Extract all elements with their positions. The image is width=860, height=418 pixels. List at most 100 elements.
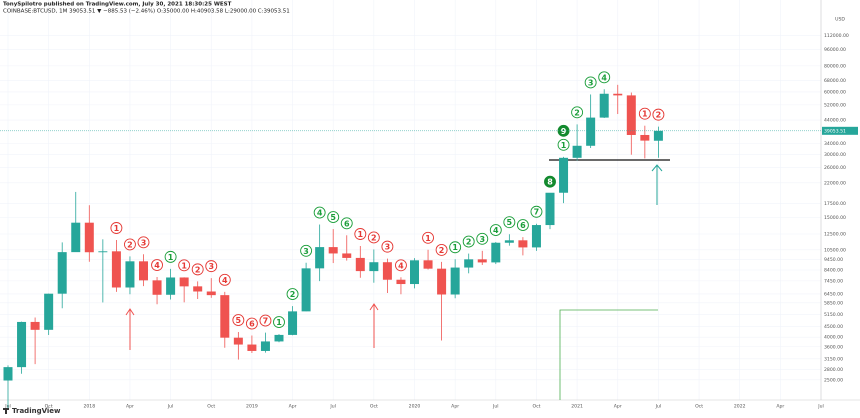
td-label: 2 — [290, 290, 296, 299]
td-circle — [191, 263, 204, 276]
y-tick-label: 2500.00 — [824, 377, 843, 383]
td-circle — [598, 71, 611, 84]
td-label: 3 — [208, 262, 214, 271]
x-tick-label: Apr — [289, 404, 297, 410]
price-tag-label: 39053.51 — [824, 128, 846, 134]
candle-body — [111, 251, 121, 288]
candle-body — [518, 240, 528, 248]
x-tick-label: 2018 — [83, 404, 95, 410]
candle-body — [3, 367, 13, 381]
candle-body — [531, 225, 541, 248]
candle-body — [410, 260, 419, 285]
td-label: 2 — [466, 238, 472, 247]
y-tick-label: 5850.00 — [824, 300, 843, 306]
td-label: 7 — [263, 317, 269, 326]
candle-body — [477, 259, 487, 263]
td-label: 5 — [330, 213, 336, 222]
td-label: 6 — [249, 320, 255, 329]
x-tick-label: Oct — [207, 404, 215, 410]
candle-body — [572, 145, 582, 158]
td-label: 2 — [195, 265, 201, 274]
candle-body — [464, 259, 474, 268]
td-label: 1 — [425, 234, 431, 243]
td-circle — [151, 259, 164, 271]
td-label: 4 — [154, 261, 160, 270]
y-tick-label: 17500.00 — [824, 201, 846, 207]
price-tag — [822, 126, 858, 135]
td-circle — [340, 217, 353, 230]
td-label: 1 — [181, 261, 187, 270]
td-circle — [327, 211, 340, 224]
x-tick-label: Jul — [655, 404, 662, 410]
candle-body — [491, 242, 501, 263]
td-circle — [218, 273, 231, 286]
x-tick-label: Oct — [45, 404, 53, 410]
td-circle — [489, 224, 502, 236]
td-label: 3 — [479, 235, 485, 244]
candle-body — [30, 321, 40, 330]
x-tick-label: Jul — [492, 404, 499, 410]
candle-body — [626, 95, 636, 135]
x-tick-label: 2019 — [246, 404, 258, 410]
td-circle — [313, 206, 326, 219]
td-circle — [652, 108, 665, 121]
y-tick-label: 4500.00 — [824, 324, 843, 330]
logo — [3, 408, 9, 414]
td-label: 1 — [114, 224, 120, 233]
candle-body — [233, 337, 243, 345]
td-circle — [544, 175, 556, 188]
y-tick-label: 8400.00 — [824, 268, 843, 274]
candle-body — [71, 222, 81, 253]
watermark: TradingView — [12, 407, 61, 415]
td-label: 1 — [561, 141, 567, 150]
td-label: 2 — [439, 246, 445, 255]
candle-body — [288, 311, 298, 335]
candle-body — [437, 268, 447, 295]
td-label: 3 — [588, 78, 594, 87]
td-label: 1 — [276, 318, 282, 327]
y-tick-label: 68000.00 — [824, 78, 846, 84]
x-tick-label: Oct — [370, 404, 378, 410]
indicator-line — [559, 309, 658, 400]
y-tick-label: 34000.00 — [824, 141, 846, 147]
td-circle — [435, 243, 448, 256]
td-label: 2 — [656, 111, 662, 120]
x-tick-label: Jul — [167, 404, 174, 410]
td-label: 1 — [642, 110, 648, 119]
td-circle — [638, 107, 651, 120]
td-circle — [273, 316, 285, 329]
candle-body — [98, 251, 108, 253]
y-tick-label: 10500.00 — [824, 247, 846, 253]
td-label: 3 — [141, 238, 147, 247]
td-label: 2 — [127, 240, 133, 249]
candle-body — [423, 260, 433, 269]
x-tick-label: Apr — [614, 404, 622, 410]
candle-body — [84, 222, 94, 253]
td-circle — [395, 259, 407, 272]
y-tick-label: 3600.00 — [824, 344, 843, 350]
candle-body — [382, 262, 392, 280]
td-circle — [300, 244, 313, 257]
currency: USD — [835, 17, 845, 23]
candle-body — [166, 277, 176, 295]
y-tick-label: 2800.00 — [824, 367, 843, 373]
candle-body — [328, 247, 338, 254]
td-circle — [557, 138, 570, 151]
x-tick-label: Jul — [329, 404, 336, 410]
x-tick-label: Oct — [532, 404, 540, 410]
candle-body — [260, 341, 270, 351]
td-circle — [462, 235, 475, 248]
candle-body — [193, 286, 203, 292]
td-label: 7 — [534, 208, 540, 217]
candle-body — [355, 257, 365, 272]
td-circle — [164, 250, 177, 263]
candle-body — [274, 334, 284, 342]
y-tick-label: 60000.00 — [824, 89, 846, 95]
td-circle — [516, 219, 529, 232]
td-circle — [422, 231, 434, 244]
y-tick-label: 3150.00 — [824, 356, 843, 362]
td-label: 4 — [398, 261, 404, 270]
candle-body — [247, 344, 257, 351]
td-circle — [354, 228, 367, 240]
